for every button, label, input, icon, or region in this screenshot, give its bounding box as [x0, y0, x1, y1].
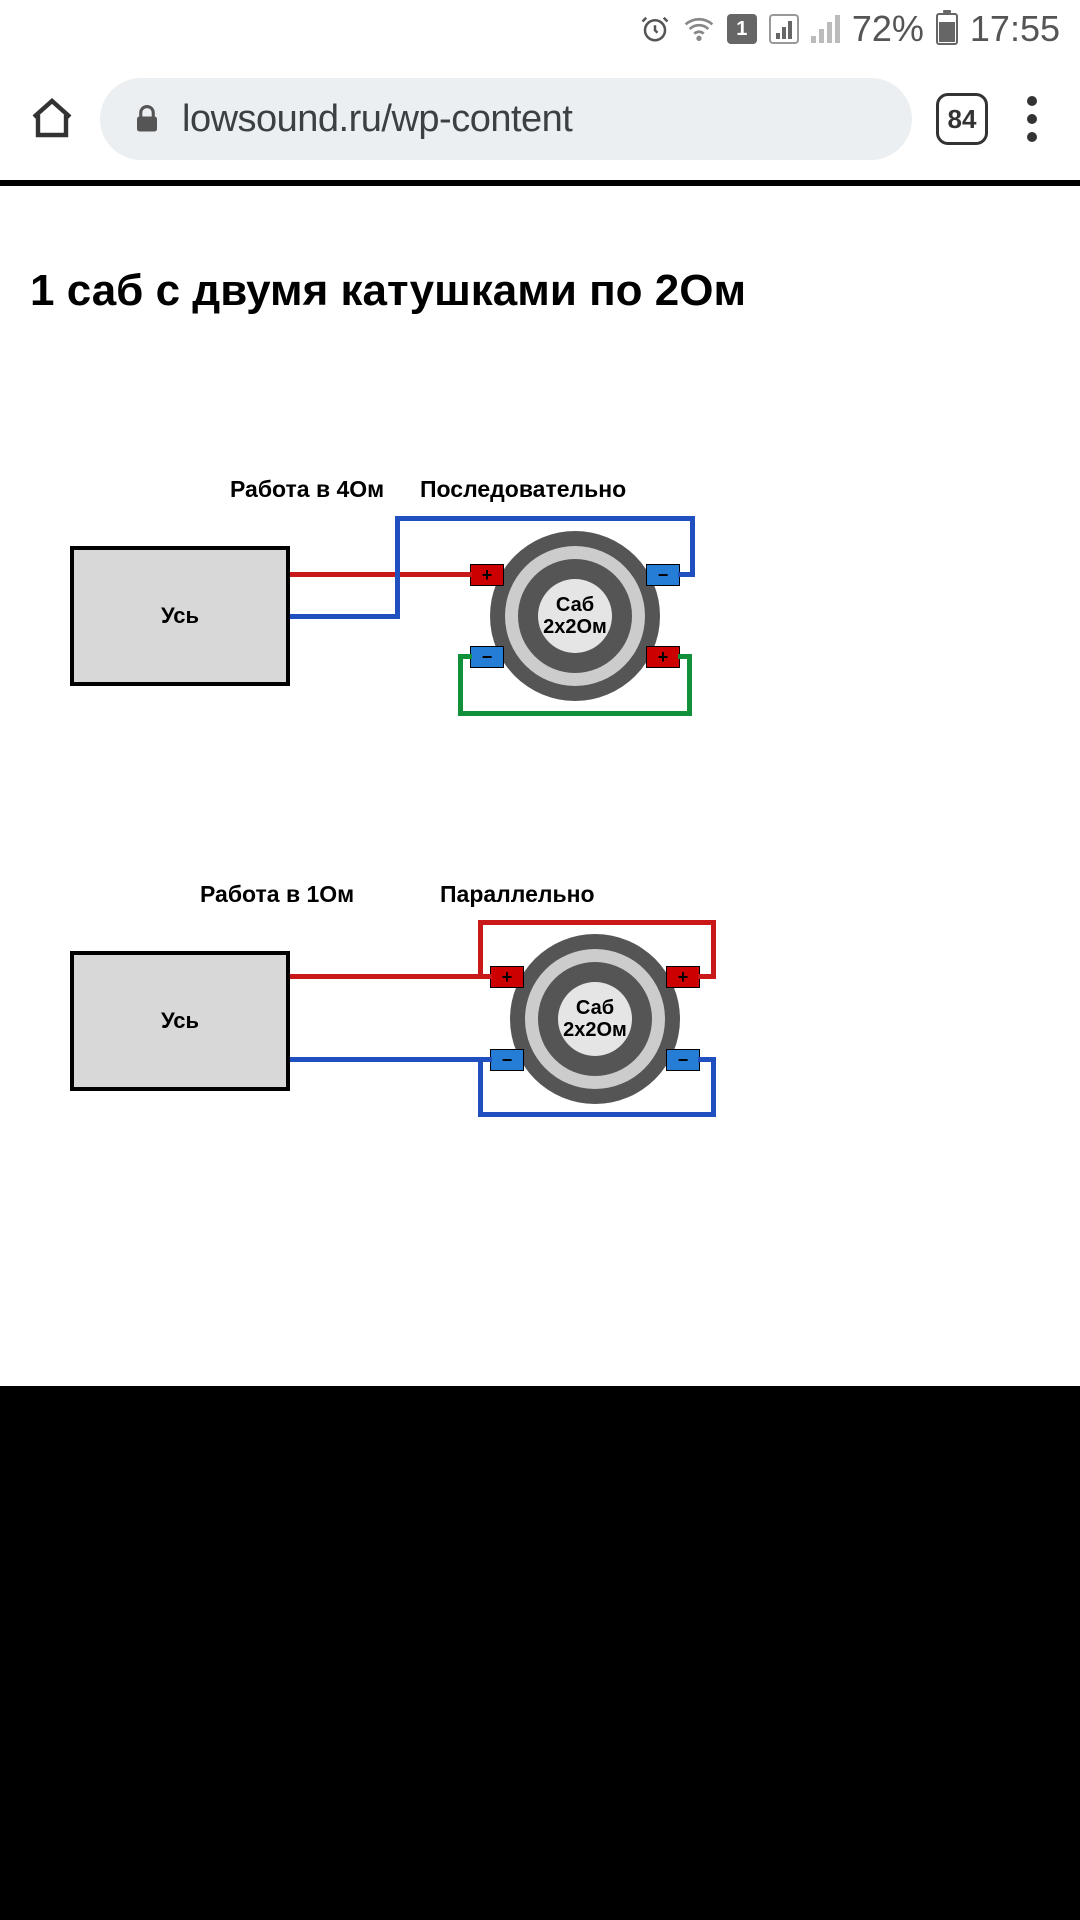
status-bar: 1 72% 17:55 [0, 0, 1080, 58]
d1-label-type: Последовательно [420, 476, 626, 503]
d2-amp: Усь [70, 951, 290, 1091]
battery-percent: 72% [852, 8, 924, 50]
d2-tl-minus: − [490, 1049, 524, 1071]
d2-wire-red-5 [698, 974, 716, 979]
d1-wire-blue-1 [290, 614, 400, 619]
d2-speaker: Саб2x2Ом [510, 934, 680, 1104]
d1-tr-minus: − [646, 564, 680, 586]
battery-icon [936, 13, 958, 45]
url-bar[interactable]: lowsound.ru/wp-content [100, 78, 912, 160]
d2-wire-blue-1 [290, 1057, 492, 1062]
browser-toolbar: lowsound.ru/wp-content 84 [0, 58, 1080, 180]
d2-wire-red-2 [478, 920, 483, 978]
d1-tl-plus: + [470, 564, 504, 586]
bottom-black [0, 1386, 1080, 1920]
url-text: lowsound.ru/wp-content [182, 98, 572, 141]
d1-wire-blue-5 [678, 572, 695, 577]
d2-wire-red-4 [711, 920, 716, 978]
d2-wire-blue-2 [478, 1057, 483, 1117]
d1-wire-green-2 [458, 711, 692, 716]
menu-button[interactable] [1012, 96, 1052, 142]
d1-speaker-label1: Саб [556, 594, 594, 616]
d2-wire-blue-5 [698, 1057, 716, 1062]
d1-speaker: Саб2x2Ом [490, 531, 660, 701]
lock-icon [132, 102, 162, 136]
d2-wire-blue-4 [711, 1057, 716, 1117]
sim-icon: 1 [727, 14, 757, 44]
clock: 17:55 [970, 8, 1060, 50]
d2-speaker-label1: Саб [576, 997, 614, 1019]
battery-fill [939, 22, 955, 42]
d2-tl-plus: + [490, 966, 524, 988]
signal-box-icon [769, 14, 799, 44]
d2-label-impedance: Работа в 1Ом [200, 881, 354, 908]
page-title: 1 саб с двумя катушками по 2Ом [30, 266, 1050, 316]
d2-wire-red-3 [478, 920, 716, 925]
home-button[interactable] [28, 95, 76, 143]
d1-amp: Усь [70, 546, 290, 686]
d2-speaker-label2: 2x2Ом [563, 1019, 627, 1041]
d2-tr-minus: − [666, 1049, 700, 1071]
d1-wire-blue-4 [690, 516, 695, 574]
d1-wire-blue-2 [395, 516, 400, 619]
d1-label-impedance: Работа в 4Ом [230, 476, 384, 503]
d1-wire-blue-3 [395, 516, 695, 521]
d2-label-type: Параллельно [440, 881, 595, 908]
d1-tr-plus: + [646, 646, 680, 668]
tabs-button[interactable]: 84 [936, 93, 988, 145]
page-content: 1 саб с двумя катушками по 2Ом Работа в … [0, 186, 1080, 1386]
d1-wire-green-3 [687, 654, 692, 716]
d2-wire-blue-3 [478, 1112, 716, 1117]
alarm-icon [639, 13, 671, 45]
d2-wire-red-1 [290, 974, 492, 979]
signal-bars-icon [811, 15, 840, 43]
diagrams: Работа в 4Ом Последовательно Усь Саб2x2О… [30, 326, 1050, 1326]
d2-tr-plus: + [666, 966, 700, 988]
d1-tl-minus: − [470, 646, 504, 668]
d1-wire-green-1 [458, 654, 463, 716]
wifi-icon [683, 13, 715, 45]
d1-wire-red [290, 572, 472, 577]
d1-wire-green-4 [678, 654, 692, 659]
d1-speaker-label2: 2x2Ом [543, 616, 607, 638]
